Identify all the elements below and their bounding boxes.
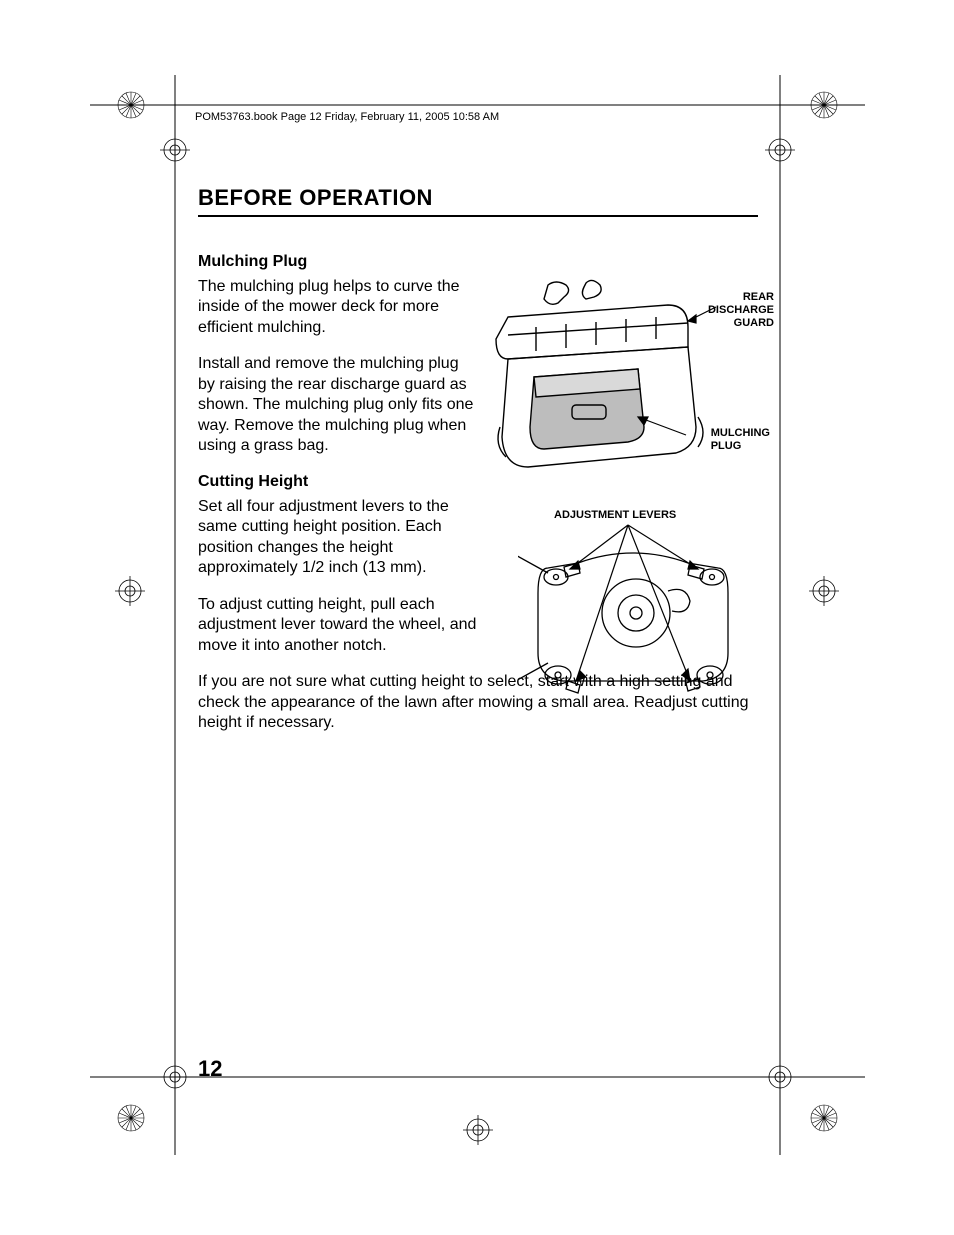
label-rear-discharge-guard: REAR DISCHARGE GUARD bbox=[708, 291, 774, 331]
running-header: POM53763.book Page 12 Friday, February 1… bbox=[195, 111, 499, 123]
para-cutting-1: Set all four adjustment levers to the sa… bbox=[198, 497, 478, 579]
figure-mulching-plug: REAR DISCHARGE GUARD MULCHING PLUG bbox=[488, 277, 768, 487]
label-mulching-plug: MULCHING PLUG bbox=[711, 427, 770, 453]
para-cutting-2: To adjust cutting height, pull each adju… bbox=[198, 595, 478, 656]
heading-mulching-plug: Mulching Plug bbox=[198, 253, 758, 271]
page-number: 12 bbox=[198, 1056, 222, 1082]
title-rule bbox=[198, 215, 758, 217]
label-adjustment-levers: ADJUSTMENT LEVERS bbox=[554, 509, 676, 522]
para-mulching-1: The mulching plug helps to curve the ins… bbox=[198, 277, 478, 338]
page-content: BEFORE OPERATION Mulching Plug The mulch… bbox=[198, 185, 758, 749]
figure-adjustment-levers: ADJUSTMENT LEVERS bbox=[518, 513, 748, 698]
para-mulching-2: Install and remove the mulching plug by … bbox=[198, 354, 478, 456]
section-title: BEFORE OPERATION bbox=[198, 185, 758, 211]
